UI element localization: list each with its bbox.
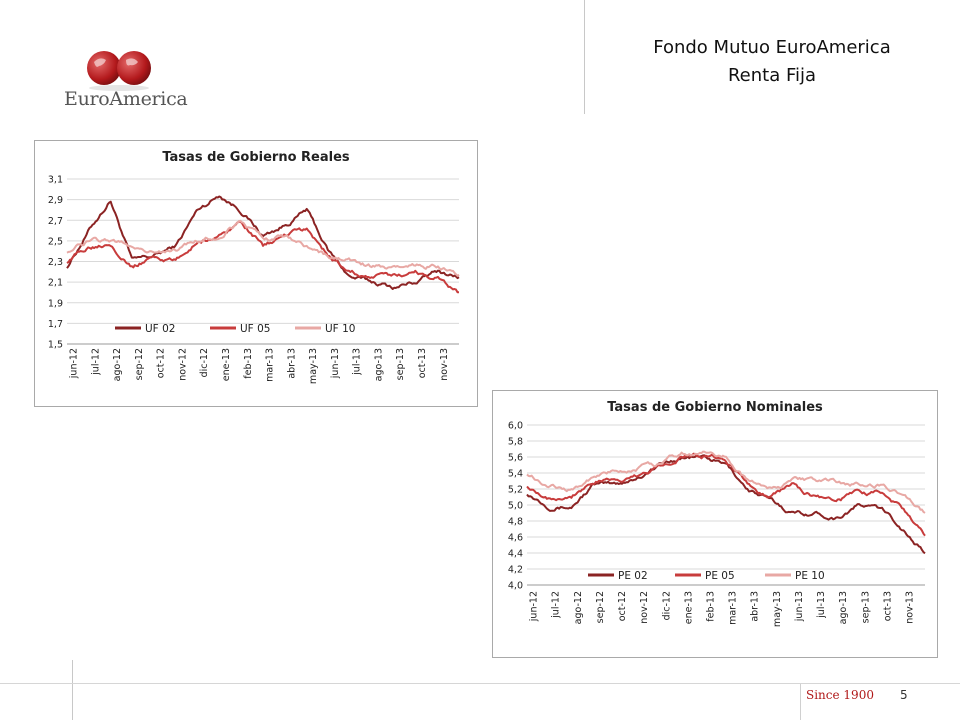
- x-tick-label: jun-13: [330, 348, 341, 379]
- y-tick-label: 5,8: [508, 437, 523, 448]
- series-line-pe-02: [526, 454, 926, 555]
- legend-label: PE 10: [795, 570, 825, 582]
- y-tick-label: 5,4: [508, 469, 523, 480]
- x-tick-label: jul-12: [90, 348, 101, 376]
- page-title: Fondo Mutuo EuroAmerica Renta Fija: [592, 34, 952, 90]
- x-tick-label: sep-12: [595, 591, 606, 623]
- title-line-1: Fondo Mutuo EuroAmerica: [653, 37, 891, 58]
- chart-tasas-reales: Tasas de Gobierno Reales 3,1 2,9 2,7 2,5 2,3 2…: [34, 140, 478, 407]
- x-tick-label: oct-13: [417, 348, 428, 378]
- x-tick-label: ene-13: [683, 591, 694, 624]
- x-tick-label: nov-12: [639, 591, 650, 624]
- y-tick-label: 5,2: [508, 485, 523, 496]
- y-tick-label: 6,0: [508, 421, 523, 432]
- x-tick-label: sep-13: [395, 348, 406, 380]
- x-tick-label: nov-13: [905, 591, 916, 624]
- header-divider: [584, 0, 585, 114]
- x-tick-label: dic-12: [661, 591, 672, 620]
- footer-rule: [0, 683, 960, 684]
- y-tick-label: 4,6: [508, 533, 523, 544]
- y-tick-label: 2,1: [48, 278, 63, 289]
- x-tick-label: may-13: [772, 591, 783, 627]
- series-line-uf-10: [66, 219, 460, 277]
- chart-tasas-nominales: Tasas de Gobierno Nominales 6,0 5,8 5,6 5,4 5…: [492, 390, 938, 658]
- title-line-2: Renta Fija: [727, 65, 817, 86]
- x-tick-label: oct-13: [882, 591, 893, 621]
- x-tick-label: ene-13: [221, 348, 232, 381]
- euroamerica-logo: EuroAmerica: [62, 50, 188, 120]
- series-line-pe-10: [526, 450, 926, 514]
- legend-label: UF 05: [240, 323, 270, 335]
- globe-logo-icon: [87, 51, 151, 91]
- x-tick-label: feb-13: [243, 348, 254, 379]
- legend-label: PE 02: [618, 570, 648, 582]
- legend-label: UF 10: [325, 323, 355, 335]
- x-tick-label: jun-12: [69, 348, 80, 379]
- logo-text: EuroAmerica: [64, 88, 188, 110]
- y-tick-label: 1,5: [48, 340, 63, 351]
- y-tick-label: 5,0: [508, 501, 523, 512]
- x-tick-label: nov-13: [439, 348, 450, 381]
- x-tick-label: jul-12: [551, 591, 562, 619]
- x-tick-label: may-13: [308, 348, 319, 384]
- x-tick-label: dic-12: [199, 348, 210, 377]
- x-tick-label: oct-12: [156, 348, 167, 378]
- x-tick-label: abr-13: [286, 348, 297, 379]
- x-tick-label: sep-13: [860, 591, 871, 623]
- x-tick-label: mar-13: [728, 591, 739, 625]
- chart-svg: Tasas de Gobierno Nominales 6,0 5,8 5,6 5,4 5…: [508, 400, 926, 627]
- x-tick-label: oct-12: [617, 591, 628, 621]
- x-tick-label: feb-13: [706, 591, 717, 622]
- y-tick-label: 3,1: [48, 175, 63, 186]
- y-tick-label: 5,6: [508, 453, 523, 464]
- y-tick-label: 1,7: [48, 319, 63, 330]
- x-tick-label: jul-13: [816, 591, 827, 619]
- y-tick-label: 4,8: [508, 517, 523, 528]
- footer-divider-right: [800, 684, 801, 720]
- x-tick-label: sep-12: [134, 348, 145, 380]
- y-tick-label: 4,2: [508, 565, 523, 576]
- y-tick-label: 4,4: [508, 549, 523, 560]
- y-tick-label: 2,9: [48, 195, 63, 206]
- x-tick-label: nov-12: [177, 348, 188, 381]
- page-number: 5: [900, 688, 908, 702]
- series-line-uf-05: [66, 220, 459, 294]
- y-tick-label: 4,0: [508, 581, 523, 592]
- chart-title: Tasas de Gobierno Nominales: [607, 400, 823, 415]
- y-tick-label: 2,3: [48, 257, 63, 268]
- chart-svg: Tasas de Gobierno Reales 3,1 2,9 2,7 2,5 2,3 2…: [48, 150, 460, 384]
- x-tick-label: jul-13: [352, 348, 363, 376]
- x-tick-label: jun-13: [794, 591, 805, 622]
- series-line-pe-05: [526, 452, 926, 537]
- x-tick-label: jun-12: [529, 591, 540, 622]
- y-tick-label: 2,5: [48, 236, 63, 247]
- legend-label: UF 02: [145, 323, 175, 335]
- chart-title: Tasas de Gobierno Reales: [162, 150, 350, 165]
- since-1900-label: Since 1900: [806, 688, 874, 702]
- y-tick-label: 2,7: [48, 216, 63, 227]
- x-tick-label: ago-12: [112, 348, 123, 381]
- x-tick-label: ago-13: [373, 348, 384, 381]
- legend-label: PE 05: [705, 570, 735, 582]
- footer-divider-left: [72, 660, 73, 720]
- y-tick-label: 1,9: [48, 298, 63, 309]
- x-tick-label: mar-13: [265, 348, 276, 382]
- x-tick-label: abr-13: [750, 591, 761, 622]
- series-line-uf-02: [66, 195, 460, 290]
- x-tick-label: ago-12: [573, 591, 584, 624]
- x-tick-label: ago-13: [838, 591, 849, 624]
